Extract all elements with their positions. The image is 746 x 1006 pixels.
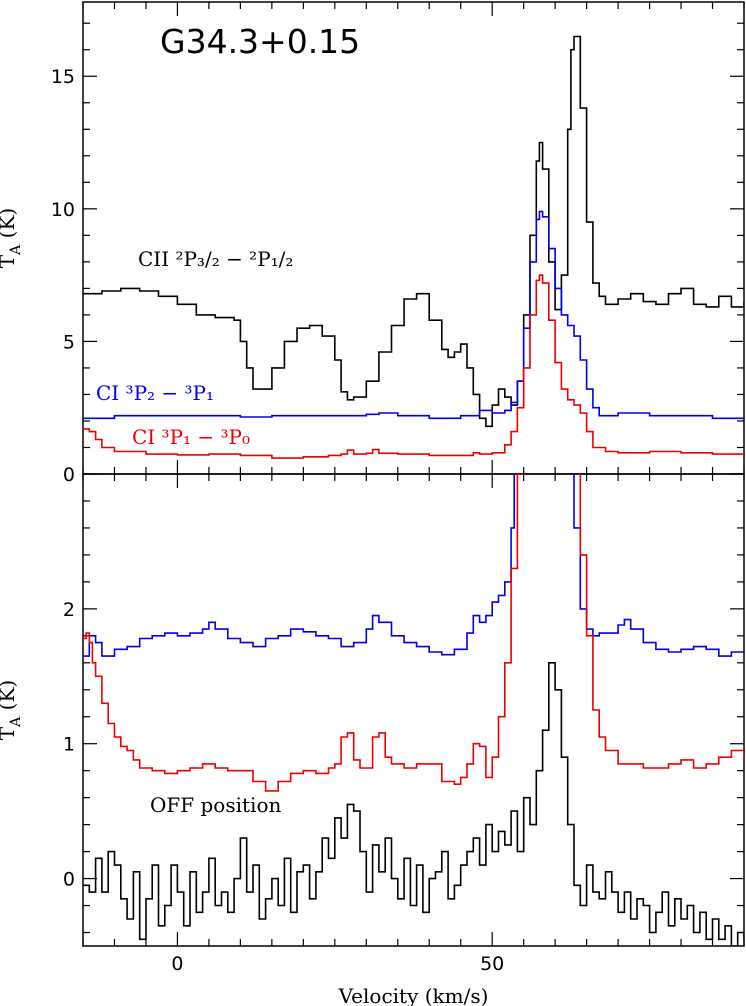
y-axis-title: TA (K) <box>0 680 24 740</box>
y-tick-label: 2 <box>63 599 75 621</box>
y-tick-label: 5 <box>63 331 75 353</box>
y-axis-title: TA (K) <box>0 208 24 268</box>
y-tick-label: 15 <box>51 66 75 88</box>
series-line-cii <box>83 35 744 428</box>
annotation-ci10: CI ³P₁ − ³P₀ <box>132 425 250 449</box>
y-tick-label: 0 <box>63 464 75 486</box>
y-tick-label: 1 <box>63 734 75 756</box>
chart-title: G34.3+0.15 <box>160 22 360 61</box>
plot-frame <box>82 473 745 947</box>
annotation-off: OFF position <box>150 793 281 817</box>
x-axis-title: Velocity (km/s) <box>338 984 489 1006</box>
annotation-ci21: CI ³P₂ − ³P₁ <box>96 381 214 405</box>
y-tick-label: 0 <box>63 869 75 891</box>
y-tick-label: 10 <box>51 199 75 221</box>
series-line-ci10 <box>83 474 744 792</box>
series-line-ci21 <box>83 474 744 657</box>
series-line-ci10 <box>83 274 744 459</box>
x-tick-label: 50 <box>480 953 504 975</box>
annotation-cii: CII ²P₃/₂ − ²P₁/₂ <box>138 247 293 271</box>
series-line-off <box>83 662 744 946</box>
x-tick-label: 0 <box>171 953 183 975</box>
top-panel: 0 5 10 15 TA (K) G34.3+0.15 CII ²P₃/₂ − ²P₁/₂ C… <box>0 1 745 486</box>
bottom-panel: 0 1 2 0 50 TA (K) Velocity (km/s) OFF position <box>0 473 745 1006</box>
